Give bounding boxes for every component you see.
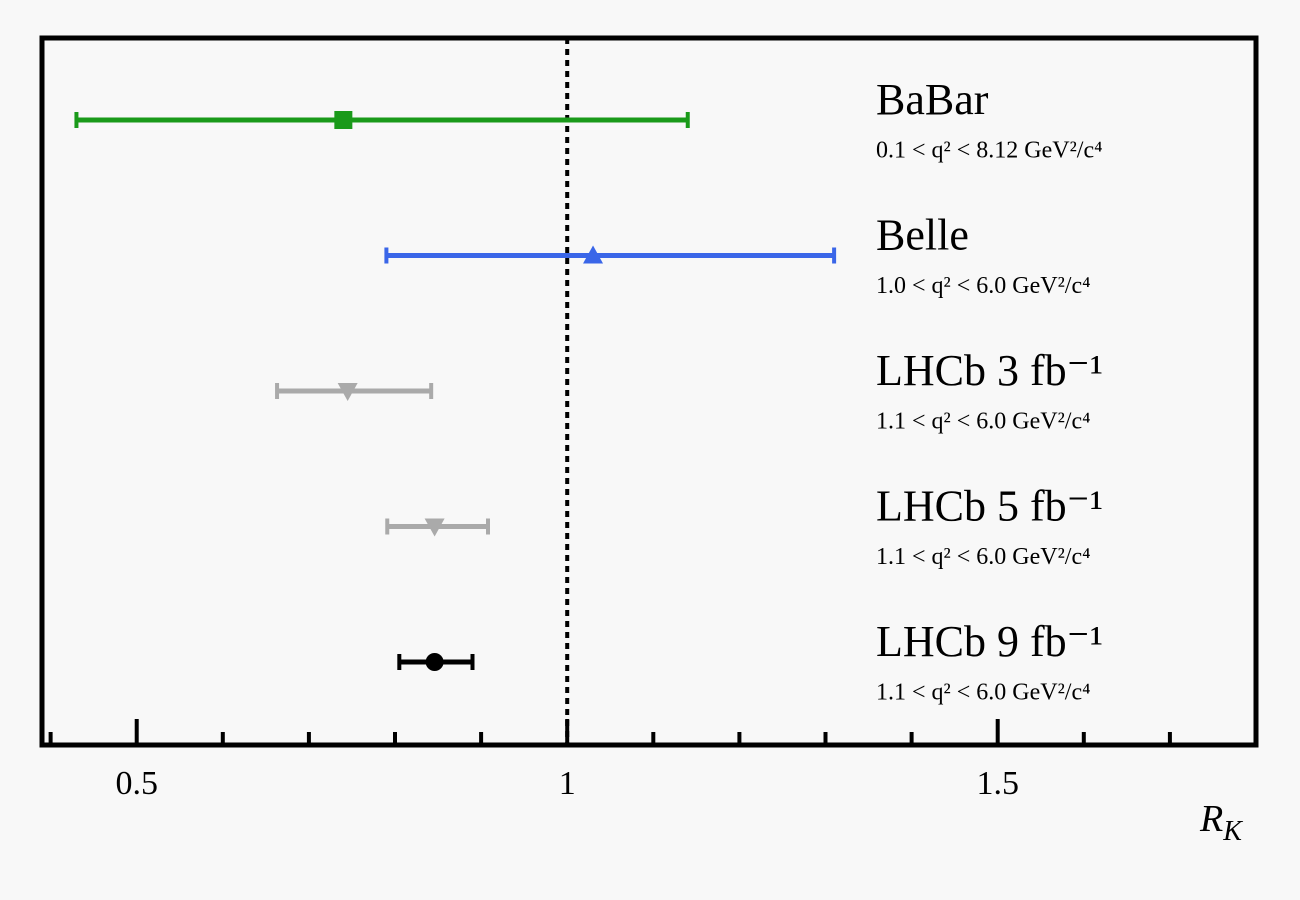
marker <box>425 653 444 671</box>
marker <box>583 245 604 264</box>
series-range: 1.1 < q² < 6.0 GeV²/c⁴ <box>876 544 1090 570</box>
x-tick-label: 0.5 <box>115 765 158 802</box>
marker <box>337 383 358 401</box>
x-axis-label: RK <box>1199 798 1243 848</box>
series-range: 0.1 < q² < 8.12 GeV²/c⁴ <box>876 138 1102 164</box>
series-name: LHCb 9 fb⁻¹ <box>876 617 1103 666</box>
marker <box>334 111 353 129</box>
series-name: LHCb 3 fb⁻¹ <box>876 346 1103 395</box>
series-range: 1.1 < q² < 6.0 GeV²/c⁴ <box>876 680 1090 706</box>
x-axis-label-main: R <box>1199 798 1223 840</box>
plot-frame <box>39 35 1259 748</box>
x-axis-label-sub: K <box>1222 816 1243 847</box>
x-tick-label: 1 <box>559 765 576 802</box>
x-tick-label: 1.5 <box>976 765 1019 802</box>
series-name: Belle <box>876 211 969 260</box>
series-name: LHCb 5 fb⁻¹ <box>876 482 1103 531</box>
series-range: 1.0 < q² < 6.0 GeV²/c⁴ <box>876 273 1090 299</box>
series-range: 1.1 < q² < 6.0 GeV²/c⁴ <box>876 409 1090 435</box>
marker <box>424 518 445 537</box>
series-name: BaBar <box>876 75 989 124</box>
